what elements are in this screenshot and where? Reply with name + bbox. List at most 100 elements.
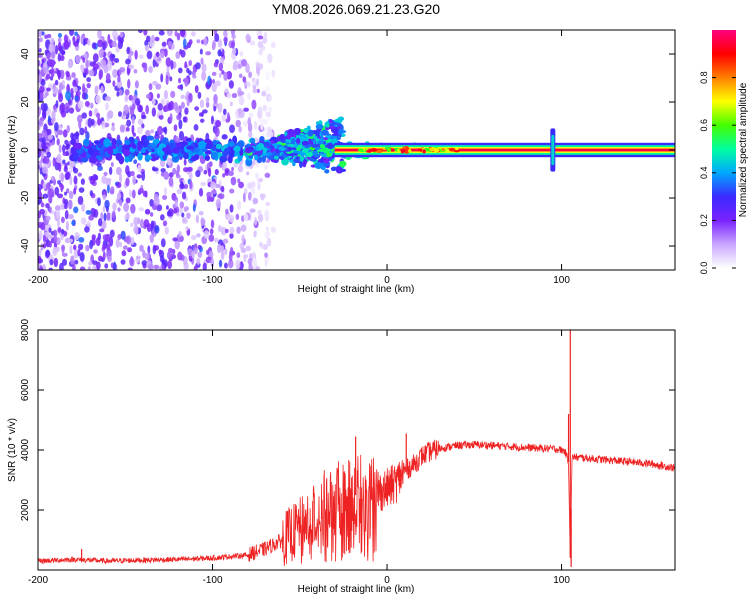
spectrogram-cone-cell (270, 139, 274, 145)
spectrogram-noise-cell (201, 63, 207, 73)
colorbar-tick-label: 0.6 (699, 119, 709, 132)
spectrogram-x-tick-label: -100 (203, 275, 223, 286)
colorbar-tick-label: 0.8 (699, 71, 709, 84)
spectrogram-noise-cell (85, 210, 92, 215)
spectrogram-carrier-speckle (375, 149, 383, 153)
spectrogram-cone-cell (331, 138, 338, 145)
spectrogram-noise-cell (205, 256, 212, 264)
spectrogram-noise-cell (205, 97, 210, 103)
spectrogram-noise-cell (175, 135, 179, 142)
spectrogram-noise-cell (47, 187, 53, 198)
spectrogram-noise-cell (72, 86, 78, 93)
spectrogram-noise-cell (61, 50, 66, 56)
spectrogram-band-cell (204, 154, 211, 162)
spectrogram-noise-cell (59, 69, 65, 80)
spectrogram-y-tick-label: -40 (20, 238, 31, 253)
spectrogram-noise-cell (55, 209, 61, 219)
spectrogram-noise-cell (196, 233, 201, 238)
spectrogram-noise-cell (183, 158, 187, 166)
spectrogram-carrier-speckle (402, 148, 406, 153)
spectrogram-noise-cell (177, 84, 184, 90)
spectrogram-noise-cell (59, 102, 66, 113)
spectrogram-noise-cell (229, 232, 234, 239)
spectrogram-noise-cell (112, 80, 116, 87)
spectrogram-noise-cell (175, 212, 181, 217)
snr-marks (38, 330, 675, 567)
spectrogram-noise-cell (72, 244, 77, 251)
spectrogram-noise-cell (246, 171, 250, 176)
spectrogram-noise-cell (173, 207, 177, 214)
spectrogram-noise-cell (129, 236, 135, 246)
spectrogram-cone-cell (257, 143, 265, 150)
spectrogram-noise-cell (246, 92, 251, 100)
spectrogram-noise-cell (38, 191, 43, 199)
spectrogram-noise-cell (38, 124, 41, 131)
spectrogram-noise-cell (150, 220, 155, 228)
spectrogram-noise-cell (224, 168, 230, 174)
spectrogram-noise-cell (267, 53, 273, 64)
spectrogram-noise-cell (263, 32, 268, 38)
spectrogram-noise-cell (137, 164, 142, 173)
spectrogram-noise-cell (72, 79, 77, 88)
spectrogram-noise-cell (98, 49, 104, 59)
spectrogram-cone-cell (292, 158, 300, 164)
spectrogram-band-cell (180, 149, 185, 154)
spectrogram-noise-cell (240, 224, 247, 232)
spectrogram-noise-cell (103, 212, 107, 222)
spectrogram-band-cell (211, 151, 219, 160)
spectrogram-noise-cell (144, 252, 150, 261)
spectrogram-y-tick-label: 0 (20, 147, 31, 153)
spectrogram-noise-cell (39, 159, 43, 169)
spectrogram-noise-cell (225, 208, 229, 215)
spectrogram-noise-cell (53, 257, 59, 268)
spectrogram-noise-cell (131, 189, 136, 199)
spectrogram-noise-cell (138, 104, 143, 113)
spectrogram-noise-cell (88, 214, 94, 221)
spectrogram-noise-cell (48, 227, 52, 233)
spectrogram-carrier-speckle (432, 148, 440, 153)
spectrogram-noise-cell (71, 72, 76, 78)
spectrogram-noise-cell (258, 48, 263, 56)
spectrogram-noise-cell (255, 172, 260, 180)
spectrogram-noise-cell (40, 102, 47, 112)
spectrogram-noise-cell (270, 41, 276, 49)
spectrogram-cone-cell (290, 137, 296, 145)
spectrogram-noise-cell (84, 126, 88, 134)
spectrogram-noise-cell (151, 107, 157, 117)
spectrogram-noise-cell (189, 179, 193, 190)
spectrogram-noise-cell (253, 120, 258, 131)
spectrogram-cone-cell (287, 128, 295, 136)
spectrogram-noise-cell (129, 50, 134, 56)
spectrogram-noise-cell (104, 263, 109, 269)
spectrogram-noise-cell (261, 90, 267, 97)
spectrogram-noise-cell (155, 51, 160, 58)
spectrogram-noise-cell (264, 252, 268, 258)
spectrogram-noise-cell (58, 162, 62, 172)
spectrogram-noise-cell (179, 201, 185, 209)
spectrogram-carrier-speckle (453, 149, 460, 153)
spectrogram-noise-cell (242, 120, 248, 127)
spectrogram-noise-cell (137, 118, 143, 126)
spectrogram-noise-cell (228, 259, 234, 269)
spectrogram-cone-cell (329, 119, 333, 123)
spectrogram-noise-cell (160, 238, 166, 248)
spectrogram-cone-cell (320, 134, 324, 141)
spectrogram-band-cell (146, 135, 155, 141)
spectrogram-noise-cell (110, 262, 114, 269)
spectrogram-noise-cell (126, 66, 130, 76)
spectrogram-noise-cell (66, 188, 70, 194)
spectrogram-band-cell (125, 143, 131, 150)
spectrogram-noise-cell (57, 193, 64, 199)
spectrogram-noise-cell (197, 251, 203, 258)
spectrogram-cone-cell (303, 159, 308, 164)
spectrogram-noise-cell (139, 218, 144, 229)
spectrogram-noise-cell (175, 169, 180, 177)
spectrogram-noise-cell (214, 127, 220, 137)
spectrogram-noise-cell (237, 164, 244, 173)
spectrogram-noise-cell (48, 42, 55, 53)
spectrogram-noise-cell (85, 59, 89, 70)
spectrogram-noise-cell (57, 37, 62, 43)
spectrogram-noise-cell (178, 119, 183, 130)
spectrogram-noise-cell (169, 76, 173, 82)
